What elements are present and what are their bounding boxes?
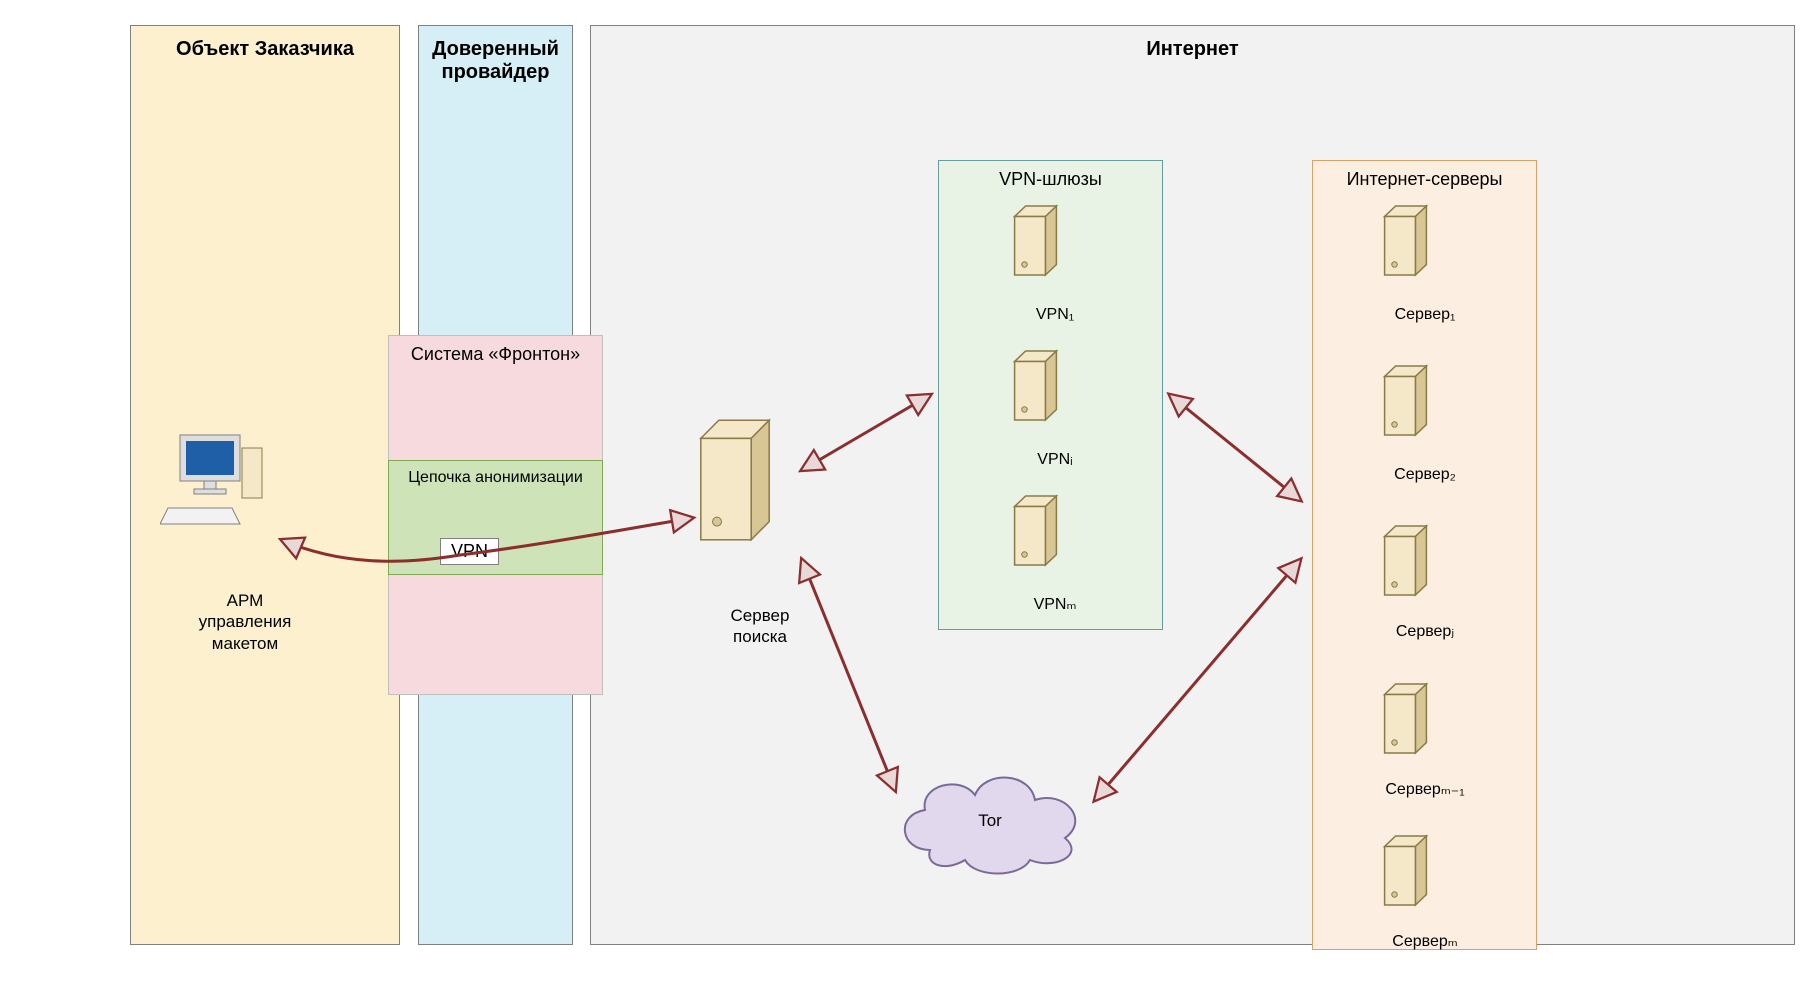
node-label-srv1: Сервер₁	[1370, 305, 1480, 325]
server-small-icon	[1008, 203, 1063, 278]
box-title-fronton: Система «Фронтон»	[389, 344, 602, 365]
server-small-icon	[1378, 203, 1433, 278]
node-arm	[160, 430, 270, 535]
server-big-icon	[690, 415, 780, 545]
workstation-icon	[160, 430, 270, 530]
node-label-arm: АРМ управления макетом	[175, 590, 315, 654]
node-srv1	[1378, 203, 1433, 283]
node-srvj	[1378, 523, 1433, 603]
node-srvm1	[1378, 681, 1433, 761]
server-small-icon	[1008, 493, 1063, 568]
server-small-icon	[1378, 363, 1433, 438]
box-title-vpngw: VPN-шлюзы	[939, 169, 1162, 190]
node-search	[690, 415, 780, 550]
node-label-srv2: Сервер₂	[1370, 465, 1480, 485]
node-srvm	[1378, 833, 1433, 913]
server-small-icon	[1378, 833, 1433, 908]
node-vpn1	[1008, 203, 1063, 283]
node-vpni	[1008, 348, 1063, 428]
zone-title-customer: Объект Заказчика	[131, 38, 399, 61]
zone-title-provider: Доверенный провайдер	[419, 38, 572, 84]
node-label-srvm: Серверₘ	[1370, 932, 1480, 952]
box-title-iservers: Интернет-серверы	[1313, 169, 1536, 190]
node-label-vpni: VPNᵢ	[1010, 450, 1100, 470]
diagram-stage: Объект Заказчика Доверенный провайдер Инте…	[0, 0, 1800, 1006]
node-label-tor: Tor	[960, 810, 1020, 831]
node-label-srvm1: Серверₘ₋₁	[1360, 780, 1490, 800]
node-label-srvj: Серверⱼ	[1370, 622, 1480, 642]
node-label-search: Сервер поиска	[700, 605, 820, 648]
server-small-icon	[1378, 681, 1433, 756]
server-small-icon	[1378, 523, 1433, 598]
node-vpnm	[1008, 493, 1063, 573]
zone-title-internet: Интернет	[591, 38, 1794, 61]
node-srv2	[1378, 363, 1433, 443]
node-label-vpn1: VPN₁	[1010, 305, 1100, 325]
node-label-vpnm: VPNₘ	[1010, 595, 1100, 615]
box-title-anon: Цепочка анонимизации	[389, 469, 602, 487]
vpn-badge: VPN	[440, 538, 499, 565]
server-small-icon	[1008, 348, 1063, 423]
